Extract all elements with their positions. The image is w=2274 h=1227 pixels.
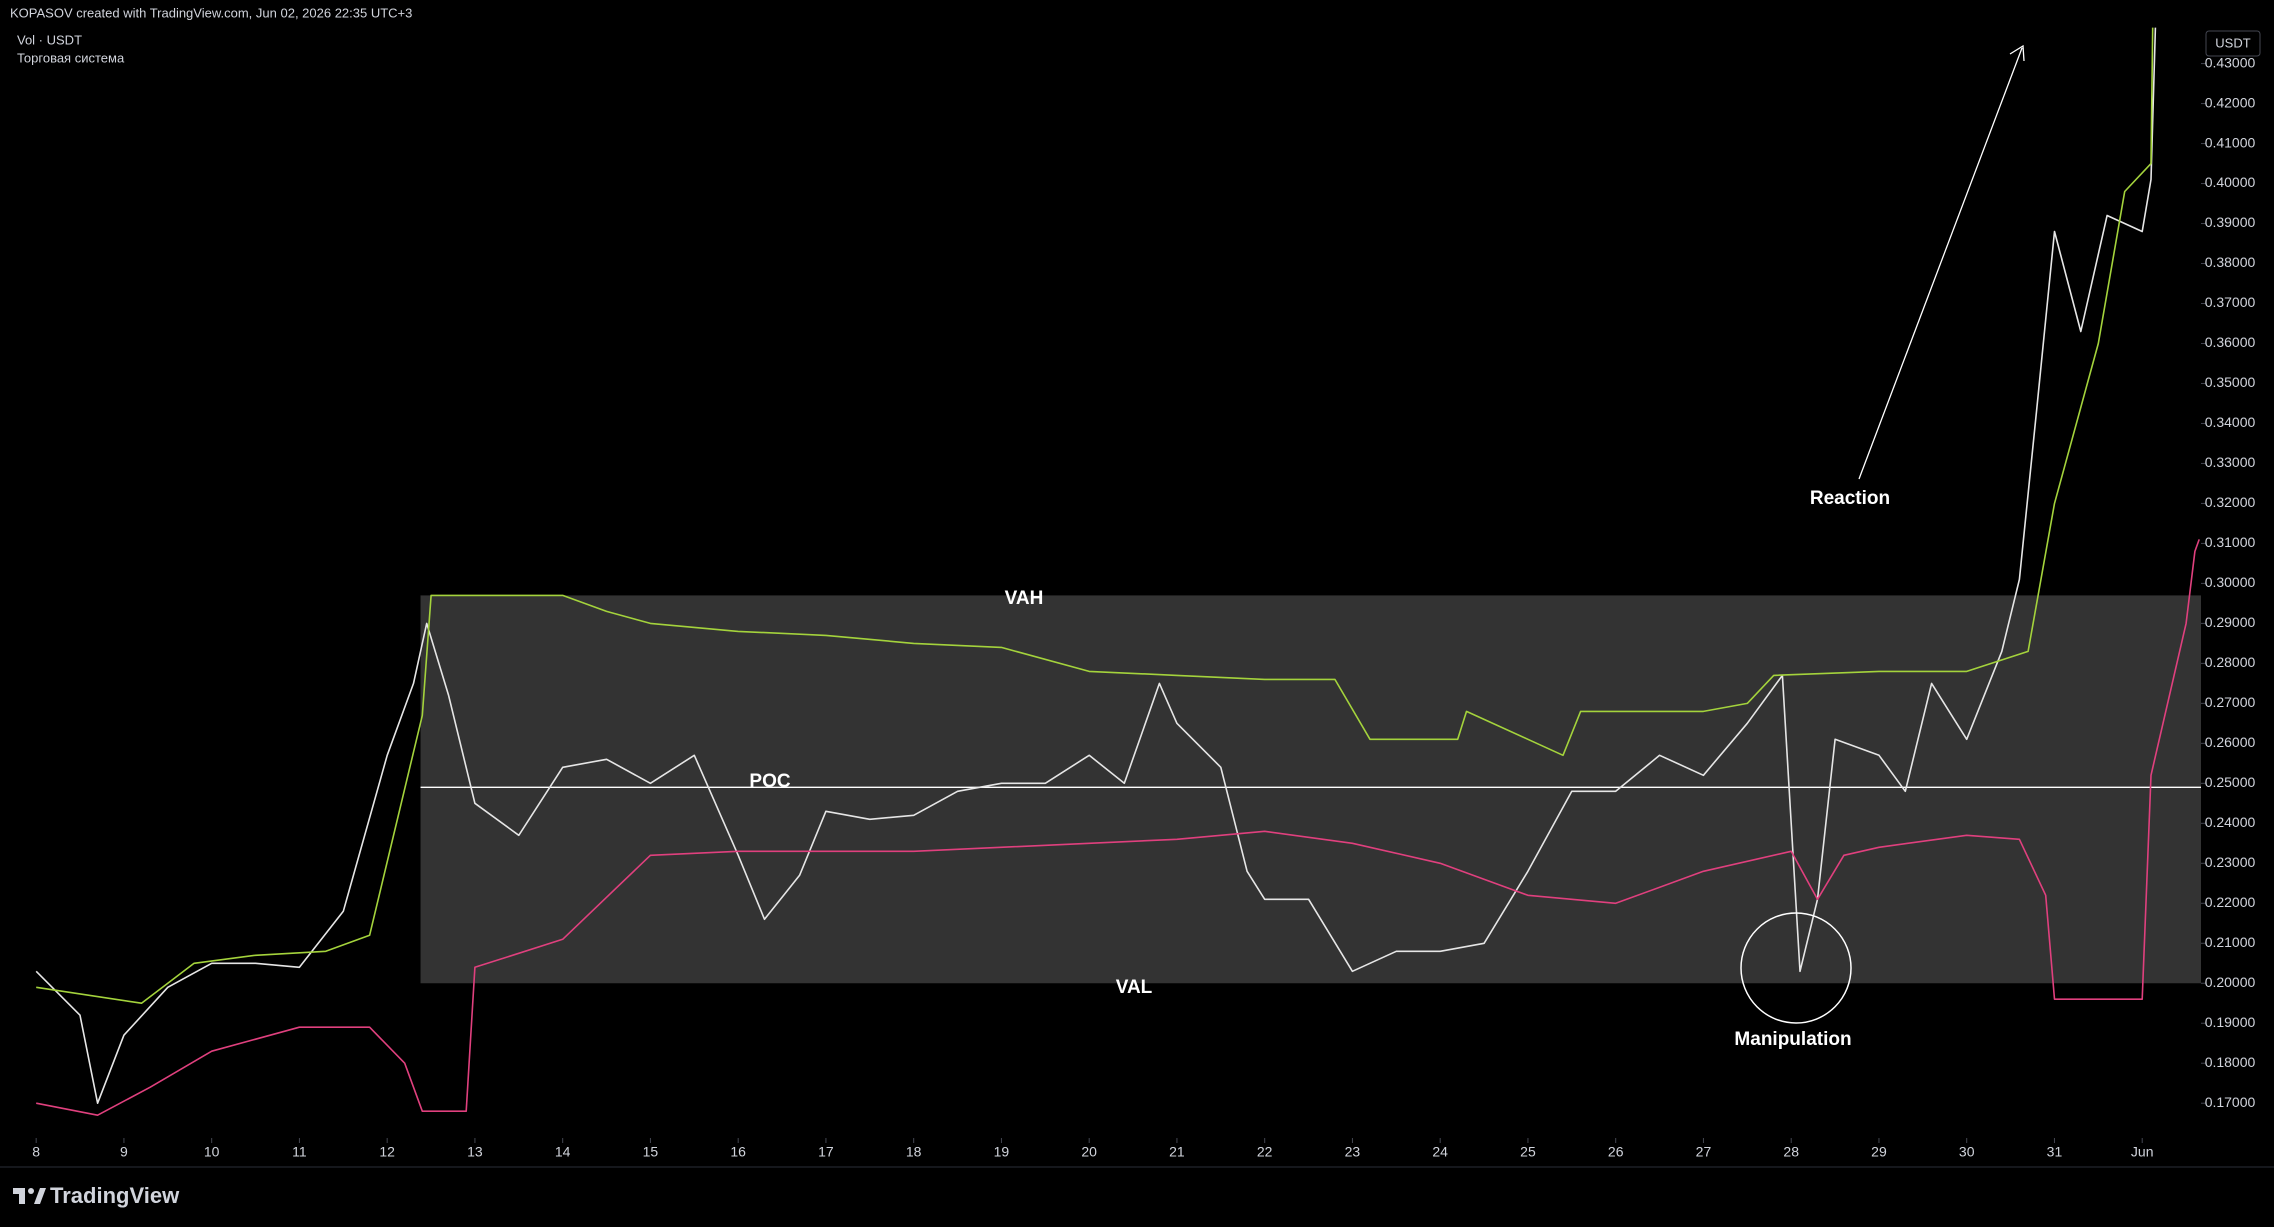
annotation: Reaction (1810, 488, 1890, 509)
annotation: Manipulation (1734, 1029, 1851, 1050)
y-tick-label: 0.20000 (2205, 974, 2256, 990)
price-line (36, 539, 2200, 1116)
manipulation-circle (1740, 912, 1852, 1024)
y-tick-label: 0.41000 (2205, 134, 2256, 150)
arrow-head (2009, 44, 2025, 62)
x-tick-label: 19 (994, 1144, 1010, 1160)
y-tick-label: 0.22000 (2205, 894, 2256, 910)
currency-label[interactable]: USDT (2215, 35, 2250, 50)
indicator: Торговая система (17, 50, 125, 65)
currency-box[interactable] (2205, 30, 2261, 57)
y-tick-label: 0.23000 (2205, 854, 2256, 870)
y-tick-label: 0.43000 (2205, 54, 2256, 70)
x-tick-label: 11 (292, 1144, 307, 1160)
y-tick-label: 0.21000 (2205, 934, 2256, 950)
value-area (420, 595, 2202, 984)
x-tick-label: 24 (1432, 1144, 1448, 1160)
y-tick-label: 0.24000 (2205, 814, 2256, 830)
symbol: Vol · USDT (17, 32, 82, 47)
annotation: POC (749, 771, 790, 792)
x-tick-label: 14 (555, 1144, 571, 1160)
annotation: VAL (1116, 977, 1153, 998)
y-tick-label: 0.32000 (2205, 494, 2256, 510)
y-tick-label: 0.17000 (2205, 1094, 2256, 1110)
logo (13, 1188, 46, 1204)
y-tick-label: 0.35000 (2205, 374, 2256, 390)
y-tick-label: 0.33000 (2205, 454, 2256, 470)
y-tick-label: 0.34000 (2205, 414, 2256, 430)
y-tick-label: 0.27000 (2205, 694, 2256, 710)
x-tick-label: 15 (643, 1144, 659, 1160)
y-tick-label: 0.18000 (2205, 1054, 2256, 1070)
annotation: VAH (1005, 588, 1044, 609)
brand: TradingView (50, 1183, 180, 1208)
y-tick-label: 0.19000 (2205, 1014, 2256, 1030)
y-tick-label: 0.37000 (2205, 294, 2256, 310)
y-tick-label: 0.39000 (2205, 214, 2256, 230)
y-tick-label: 0.36000 (2205, 334, 2256, 350)
x-tick-label: 17 (818, 1144, 834, 1160)
x-tick-label: 13 (467, 1144, 483, 1160)
y-tick-label: 0.40000 (2205, 174, 2256, 190)
x-tick-label: 10 (204, 1144, 220, 1160)
reaction-arrow (1858, 47, 2023, 480)
x-tick-label: 20 (1081, 1144, 1097, 1160)
x-tick-label: 29 (1871, 1144, 1887, 1160)
x-tick-label: 21 (1169, 1144, 1185, 1160)
x-tick-label: 9 (120, 1144, 128, 1160)
x-tick-label: 25 (1520, 1144, 1536, 1160)
y-tick-label: 0.29000 (2205, 614, 2256, 630)
price-line (36, 27, 2154, 1004)
x-tick-label: 18 (906, 1144, 922, 1160)
price-line (35, 27, 2157, 1104)
y-tick-label: 0.28000 (2205, 654, 2256, 670)
y-tick-label: 0.30000 (2205, 574, 2256, 590)
y-tick-label: 0.26000 (2205, 734, 2256, 750)
y-tick-label: 0.38000 (2205, 254, 2256, 270)
x-tick-label: 28 (1783, 1144, 1799, 1160)
attribution: KOPASOV created with TradingView.com, Ju… (10, 5, 412, 20)
y-tick-label: 0.31000 (2205, 534, 2256, 550)
x-tick-label: Jun (2131, 1144, 2154, 1160)
x-tick-label: 30 (1959, 1144, 1975, 1160)
x-tick-label: 8 (32, 1144, 40, 1160)
x-tick-label: 31 (2047, 1144, 2063, 1160)
y-tick-label: 0.25000 (2205, 774, 2256, 790)
x-tick-label: 26 (1608, 1144, 1624, 1160)
x-tick-label: 23 (1345, 1144, 1361, 1160)
x-tick-label: 16 (730, 1144, 746, 1160)
y-tick-label: 0.42000 (2205, 94, 2256, 110)
x-tick-label: 22 (1257, 1144, 1273, 1160)
x-tick-label: 12 (379, 1144, 395, 1160)
x-tick-label: 27 (1696, 1144, 1712, 1160)
